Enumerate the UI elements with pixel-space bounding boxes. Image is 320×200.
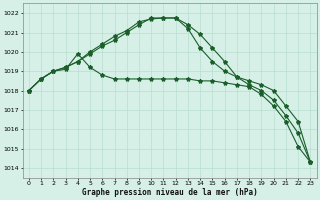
X-axis label: Graphe pression niveau de la mer (hPa): Graphe pression niveau de la mer (hPa) bbox=[82, 188, 258, 197]
